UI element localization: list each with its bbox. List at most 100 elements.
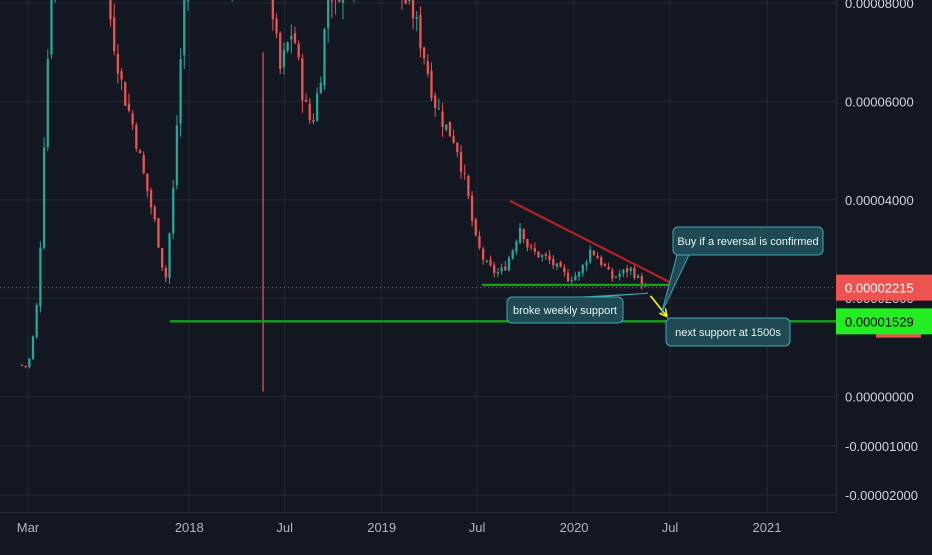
candle-body: [116, 53, 120, 74]
support-price-label: [836, 308, 932, 335]
candle-body: [434, 95, 437, 108]
callout-text: next support at 1500s: [675, 327, 781, 339]
candle-body: [644, 285, 647, 287]
last-price-text: 0.00002215: [845, 281, 914, 296]
candle-body: [555, 263, 559, 267]
candle-body: [592, 250, 595, 256]
candle-body: [485, 261, 488, 263]
candle-body: [124, 82, 127, 106]
candle-body: [338, 0, 341, 2]
candle-body: [415, 17, 418, 19]
candle-body: [186, 0, 190, 1]
candle-body: [618, 273, 621, 277]
candle-body: [301, 58, 304, 101]
candle-body: [581, 265, 584, 274]
candle-body: [611, 270, 614, 279]
candle-body: [127, 103, 131, 111]
candle-body: [625, 268, 629, 273]
candle-body: [279, 32, 282, 69]
x-tick-label: Jul: [276, 520, 293, 535]
candle-body: [297, 43, 300, 58]
candle-body: [437, 108, 441, 110]
candle-body: [559, 262, 562, 267]
candle-body: [448, 121, 452, 137]
last-price-label: [836, 274, 932, 301]
candle-body: [46, 59, 49, 148]
callout: next support at 1500s: [665, 317, 791, 347]
candle-body: [308, 103, 311, 121]
candle-body: [28, 358, 31, 368]
candle-body: [533, 248, 536, 252]
candle-body: [120, 71, 123, 80]
grid: [0, 0, 836, 512]
candle-body: [50, 0, 53, 55]
candle-body: [577, 271, 581, 277]
candle-body: [596, 255, 599, 259]
candle-body: [537, 251, 540, 258]
candle-body: [422, 47, 426, 59]
x-tick-label: Jul: [469, 520, 486, 535]
candles: [20, 0, 647, 392]
candle-body: [290, 36, 293, 40]
candle-body: [489, 259, 492, 266]
callout-box: [665, 317, 791, 347]
x-tick-label: Mar: [17, 520, 40, 535]
y-tick-label: 0.00008000: [845, 0, 914, 11]
y-tick-label: 0.00004000: [845, 193, 914, 208]
candle-body: [113, 17, 116, 52]
candle-body: [157, 218, 160, 248]
candle-body: [323, 29, 326, 86]
candle-body: [183, 0, 186, 56]
candle-body: [614, 276, 618, 278]
candle-body: [312, 120, 315, 122]
candle-body: [515, 241, 518, 252]
candle-body: [149, 190, 153, 208]
candle-body: [563, 267, 566, 273]
candle-body: [161, 248, 164, 268]
candle-body: [522, 229, 525, 240]
candle-body: [482, 248, 485, 260]
candle-body: [131, 113, 134, 125]
candle-body: [633, 268, 636, 279]
candle-body: [146, 173, 149, 192]
x-tick-label: Jul: [662, 520, 679, 535]
candle-body: [566, 272, 570, 282]
candle-body: [474, 219, 477, 236]
candle-body: [500, 267, 503, 272]
candle-body: [42, 147, 46, 248]
callout-text: Buy if a reversal is confirmed: [677, 236, 818, 248]
support-price-text: 0.00001529: [845, 314, 914, 329]
candle-body: [526, 239, 529, 248]
candle-body: [411, 0, 415, 19]
candle-body: [552, 259, 555, 266]
candle-body: [607, 266, 610, 270]
candle-body: [507, 257, 511, 271]
candle-body: [315, 93, 319, 121]
candle-body: [467, 175, 470, 197]
candle-body: [441, 111, 444, 127]
candle-body: [629, 267, 632, 272]
candle-body: [168, 233, 171, 278]
callout-box: [506, 296, 624, 324]
candle-body: [478, 235, 481, 248]
candle-body: [574, 275, 577, 281]
resistance-trendline: [509, 199, 670, 283]
candle-body: [271, 0, 274, 20]
candle-body: [518, 227, 522, 243]
candle-body: [20, 364, 24, 366]
candle-body: [589, 249, 592, 263]
candle-body: [496, 272, 500, 274]
candle-body: [142, 155, 145, 174]
candle-body: [511, 250, 514, 259]
callout-text: broke weekly support: [513, 305, 617, 317]
candle-body: [138, 150, 142, 154]
candle-body: [452, 136, 455, 143]
candle-body: [622, 269, 625, 274]
candle-body: [456, 142, 459, 153]
candle-body: [293, 33, 297, 43]
candle-body: [408, 0, 411, 1]
candle-body: [570, 280, 573, 282]
candle-body: [175, 125, 179, 185]
